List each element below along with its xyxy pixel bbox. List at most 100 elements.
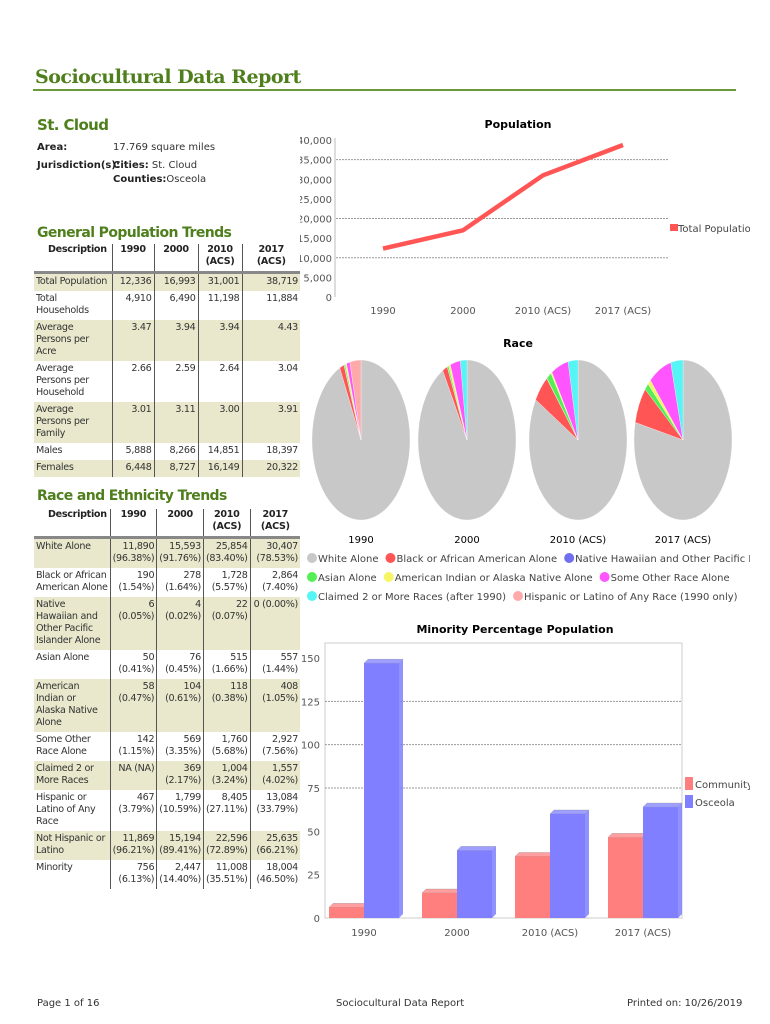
pie-label: 2017 (ACS) (655, 535, 712, 546)
table-row: American Indian or Alaska Native Alone 58… (34, 679, 300, 732)
minority-bar-chart: Minority Percentage Population 0 25 50 75 100… (301, 623, 750, 939)
y-tick-label: 0 (314, 914, 320, 925)
general-trends-title: General Population Trends (37, 225, 232, 241)
table-row: Minority 756 (6.13%) 2,447 (14.40%) 11,008 … (34, 860, 300, 889)
bar-top (328, 903, 369, 908)
legend-swatch (307, 591, 317, 601)
table-cell: 4 (0.02%) (156, 597, 204, 650)
row-label: Average Persons per Household (36, 363, 89, 398)
x-tick-label: 2000 (450, 306, 475, 317)
table-cell: 569 (3.35%) (156, 732, 204, 761)
table-cell: 5,888 (111, 443, 154, 460)
table-cell: 2.59 (153, 361, 198, 402)
legend-swatch (307, 572, 317, 582)
table-cell: 11,008 (35.51%) (202, 860, 251, 889)
table-cell: 2,864 (7.40%) (249, 568, 300, 597)
column-header: Description (48, 244, 107, 255)
row-label: Total Households (36, 293, 89, 316)
plot-border (324, 642, 683, 919)
table-cell: 4,910 (111, 291, 154, 320)
table-cell: NA (NA) (109, 761, 157, 790)
table-cell: 11,884 (241, 291, 300, 320)
osceola-bar (457, 850, 492, 918)
row-label: White Alone (36, 541, 91, 552)
title-divider (33, 89, 736, 91)
table-row: Hispanic or Latino of Any Race 467 (3.79%… (34, 790, 300, 831)
bar-top (363, 659, 404, 664)
table-row: Females 6,448 8,727 16,149 20,322 (34, 460, 300, 477)
x-tick-label: 2010 (ACS) (515, 306, 572, 317)
table-cell: 2.66 (111, 361, 154, 402)
place-name: St. Cloud (37, 116, 109, 134)
legend-swatch (564, 553, 575, 563)
table-cell: 22,596 (72.89%) (202, 831, 251, 860)
x-tick-label: 2017 (ACS) (595, 306, 652, 317)
legend-swatch (599, 572, 610, 582)
area-label: Area: (37, 142, 68, 153)
table-cell: 467 (3.79%) (109, 790, 157, 831)
x-tick-label: 1990 (370, 306, 395, 317)
table-cell: 8,266 (153, 443, 198, 460)
osceola-bar (550, 814, 585, 918)
legend-label: Osceola (695, 798, 735, 809)
row-label: Not Hispanic or Latino (36, 833, 106, 856)
bar-top (456, 846, 497, 851)
jurisdiction-label: Jurisdiction(s): (37, 160, 120, 171)
row-label: Average Persons per Family (36, 404, 89, 439)
pie-slice (670, 359, 684, 441)
bar-side (585, 810, 589, 918)
row-label: Average Persons per Acre (36, 322, 89, 357)
table-cell: 2,447 (14.40%) (156, 860, 204, 889)
chart-title: Race (503, 337, 533, 350)
x-tick-label: 2010 (ACS) (522, 928, 579, 939)
table-row: Total Households 4,910 6,490 11,198 11,884 (34, 291, 300, 320)
table-cell: 1,004 (3.24%) (202, 761, 251, 790)
y-tick-label: 0 (326, 293, 332, 304)
legend-swatch (670, 224, 678, 231)
table-cell: 18,397 (241, 443, 300, 460)
table-cell: 38,719 (241, 272, 300, 291)
table-cell: 50 (0.41%) (109, 650, 157, 679)
row-label: Some Other Race Alone (36, 734, 91, 757)
table-cell: 278 (1.64%) (156, 568, 204, 597)
column-header: 2017 (ACS) (249, 509, 300, 538)
table-cell: 6,448 (111, 460, 154, 477)
x-tick-label: 2017 (ACS) (615, 928, 672, 939)
column-header: 1990 (111, 244, 154, 273)
table-row: White Alone 11,890 (96.38%) 15,593 (91.76%… (34, 537, 300, 568)
osceola-bar (643, 807, 678, 918)
table-cell: 190 (1.54%) (109, 568, 157, 597)
table-cell: 8,405 (27.11%) (202, 790, 251, 831)
y-tick-label: 50 (307, 827, 320, 838)
table-cell: 1,760 (5.68%) (202, 732, 251, 761)
race-trends-table: Description 1990 2000 2010 (ACS) 2017 (ACS) W… (34, 509, 300, 889)
pie-slice (460, 359, 468, 441)
table-cell: 2.64 (197, 361, 242, 402)
legend-swatch (685, 777, 693, 790)
legend-label: Hispanic or Latino of Any Race (1990 onl… (524, 592, 738, 603)
column-header: 2010 (ACS) (202, 509, 251, 538)
table-cell: 557 (1.44%) (249, 650, 300, 679)
printed-date: Printed on: 10/26/2019 (627, 998, 743, 1009)
table-cell: 15,194 (89.41%) (156, 831, 204, 860)
table-cell: 369 (2.17%) (156, 761, 204, 790)
counties-value: Osceola (166, 174, 207, 185)
counties-label: Counties: (113, 174, 167, 185)
community-bar (608, 837, 643, 918)
row-label: Minority (36, 862, 73, 873)
table-row: Average Persons per Household 2.66 2.59 2.6… (34, 361, 300, 402)
table-cell: 58 (0.47%) (109, 679, 157, 732)
table-cell: 15,593 (91.76%) (156, 537, 204, 568)
bar-side (492, 846, 496, 918)
bar-top (642, 802, 683, 808)
row-label: Native Hawaiian and Other Pacific Island… (36, 599, 101, 646)
table-cell: 515 (1.66%) (202, 650, 251, 679)
table-cell: 3.94 (197, 320, 242, 361)
bar-top (607, 833, 648, 838)
table-cell: 25,635 (66.21%) (249, 831, 300, 860)
legend-label: Claimed 2 or More Races (after 1990) (318, 592, 506, 603)
bar-side (678, 803, 682, 918)
report-title: Sociocultural Data Report (35, 66, 301, 88)
legend-swatch (685, 795, 693, 808)
table-cell: 16,149 (197, 460, 242, 477)
